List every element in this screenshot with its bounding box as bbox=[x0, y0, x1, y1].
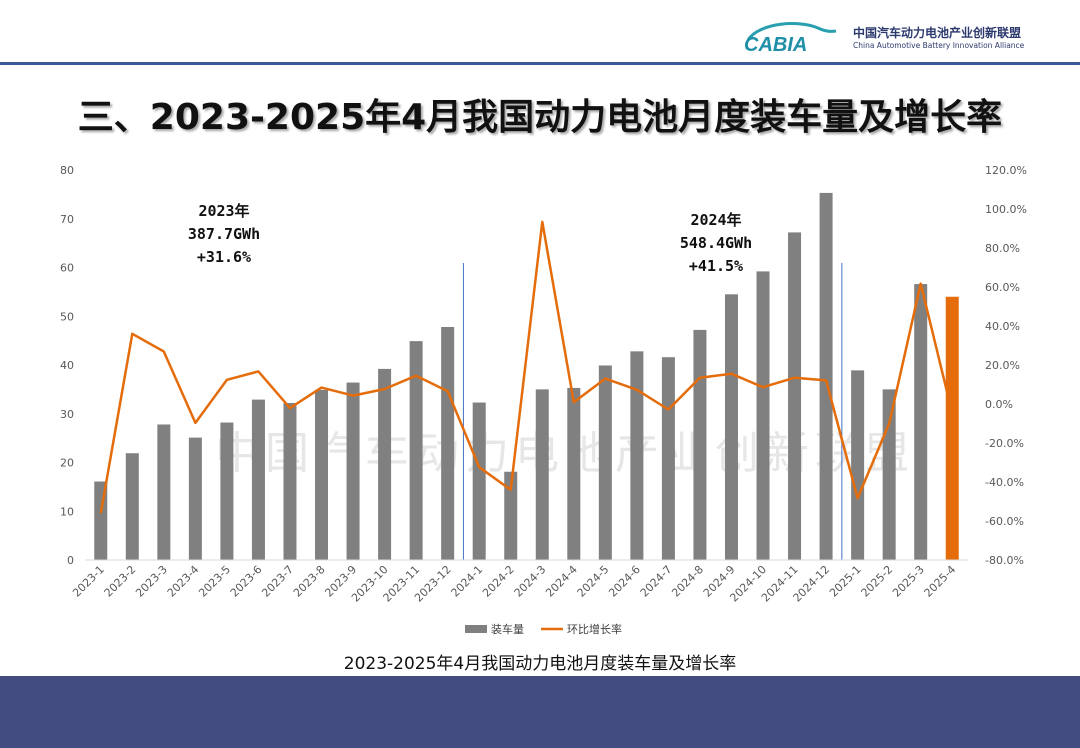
cabia-logo: CABIA bbox=[744, 22, 837, 54]
x-tick-label: 2023-3 bbox=[133, 563, 170, 600]
bar-2023-10 bbox=[378, 368, 392, 560]
bar-2024-7 bbox=[661, 357, 675, 560]
bar-2025-1 bbox=[851, 370, 865, 560]
x-tick-label: 2025-3 bbox=[890, 563, 927, 600]
left-tick-label: 20 bbox=[60, 457, 74, 470]
annotation-line: 548.4GWh bbox=[680, 234, 752, 252]
right-tick-label: 40.0% bbox=[985, 320, 1020, 333]
left-tick-label: 60 bbox=[60, 262, 74, 275]
left-tick-label: 0 bbox=[67, 554, 74, 567]
line-series bbox=[99, 220, 954, 514]
right-axis: -80.0% -60.0% -40.0% -20.0% 0.0% 20.0% 40.0% 60… bbox=[985, 164, 1027, 567]
bar-2023-6 bbox=[251, 399, 265, 560]
chart-caption: 2023-2025年4月我国动力电池月度装车量及增长率 bbox=[343, 654, 737, 674]
x-tick-label: 2023-7 bbox=[259, 563, 296, 600]
left-tick-label: 10 bbox=[60, 505, 74, 518]
bar-2024-8 bbox=[693, 329, 707, 560]
bar-2023-9 bbox=[346, 382, 360, 560]
bar-2023-3 bbox=[157, 424, 171, 560]
annotation-line: +41.5% bbox=[689, 257, 743, 275]
annotation-line: 2024年 bbox=[690, 211, 741, 229]
x-tick-label: 2024-8 bbox=[669, 563, 706, 600]
bar-2024-3 bbox=[535, 389, 549, 560]
bar-2023-4 bbox=[188, 437, 202, 560]
x-tick-label: 2024-7 bbox=[638, 563, 675, 600]
org-name-en: China Automotive Battery Innovation Alli… bbox=[853, 41, 1025, 50]
annotation-line: +31.6% bbox=[197, 248, 251, 266]
left-tick-label: 50 bbox=[60, 310, 74, 323]
x-tick-label: 2023-1 bbox=[70, 563, 107, 600]
logo-text: CABIA bbox=[744, 34, 807, 54]
right-tick-label: -60.0% bbox=[985, 515, 1024, 528]
right-tick-label: 20.0% bbox=[985, 359, 1020, 372]
annotation-line: 2023年 bbox=[198, 202, 249, 220]
bar-2024-5 bbox=[598, 365, 612, 560]
bar-series bbox=[94, 192, 959, 560]
x-tick-label: 2023-2 bbox=[102, 563, 139, 600]
x-tick-label: 2023-6 bbox=[228, 563, 265, 600]
x-tick-label: 2023-4 bbox=[165, 563, 202, 600]
bar-2024-6 bbox=[630, 351, 644, 560]
bar-2025-3 bbox=[914, 284, 928, 560]
bar-2024-1 bbox=[472, 402, 486, 560]
right-tick-label: 0.0% bbox=[985, 398, 1013, 411]
legend-line-label: 环比增长率 bbox=[567, 622, 622, 636]
bar-2023-12 bbox=[441, 326, 455, 560]
right-tick-label: 100.0% bbox=[985, 203, 1027, 216]
left-tick-label: 80 bbox=[60, 164, 74, 177]
legend-bar-label: 装车量 bbox=[491, 622, 524, 636]
x-axis: 2023-12023-22023-32023-42023-52023-62023… bbox=[70, 563, 958, 605]
x-tick-label: 2024-5 bbox=[575, 563, 612, 600]
left-axis: 0 10 20 30 40 50 60 70 80 bbox=[60, 164, 74, 567]
left-tick-label: 70 bbox=[60, 213, 74, 226]
bar-2025-2 bbox=[882, 389, 896, 560]
right-tick-label: -40.0% bbox=[985, 476, 1024, 489]
x-tick-label: 2024-1 bbox=[449, 563, 486, 600]
x-tick-label: 2024-2 bbox=[480, 563, 517, 600]
legend-bar-swatch bbox=[465, 625, 487, 633]
bar-2024-4 bbox=[567, 387, 581, 560]
slide-title: 三、2023-2025年4月我国动力电池月度装车量及增长率 bbox=[77, 97, 1003, 138]
header-divider bbox=[0, 62, 1080, 65]
year-dividers bbox=[462, 263, 843, 560]
bar-2023-7 bbox=[283, 403, 297, 560]
header-bar: CABIA 中国汽车动力电池产业创新联盟 China Automotive Ba… bbox=[0, 0, 1080, 66]
bar-2024-12 bbox=[819, 192, 833, 560]
bar-2024-10 bbox=[756, 271, 770, 560]
footer-band bbox=[0, 676, 1080, 748]
bar-2023-8 bbox=[315, 389, 329, 560]
left-tick-label: 30 bbox=[60, 408, 74, 421]
bar-2023-5 bbox=[220, 422, 234, 560]
bar-2024-9 bbox=[724, 294, 738, 560]
right-tick-label: -80.0% bbox=[985, 554, 1024, 567]
right-tick-label: 60.0% bbox=[985, 281, 1020, 294]
left-tick-label: 40 bbox=[60, 359, 74, 372]
org-name-cn: 中国汽车动力电池产业创新联盟 bbox=[853, 26, 1022, 40]
x-tick-label: 2025-1 bbox=[827, 563, 864, 600]
annotations: 2023年 387.7GWh +31.6% 2024年 548.4GWh +41.5% bbox=[188, 202, 752, 275]
bar-2024-2 bbox=[504, 471, 518, 560]
x-tick-label: 2025-2 bbox=[859, 563, 896, 600]
x-tick-label: 2024-4 bbox=[543, 563, 580, 600]
x-tick-label: 2024-3 bbox=[512, 563, 549, 600]
bar-2024-11 bbox=[788, 232, 802, 560]
x-tick-label: 2023-8 bbox=[291, 563, 328, 600]
x-tick-label: 2025-4 bbox=[922, 563, 959, 600]
right-tick-label: 80.0% bbox=[985, 242, 1020, 255]
legend: 装车量 环比增长率 bbox=[465, 622, 622, 636]
x-tick-label: 2023-5 bbox=[196, 563, 233, 600]
x-tick-label: 2024-6 bbox=[606, 563, 643, 600]
bar-2025-4 bbox=[945, 296, 959, 560]
right-tick-label: -20.0% bbox=[985, 437, 1024, 450]
bar-2023-11 bbox=[409, 341, 423, 560]
bar-2023-2 bbox=[125, 453, 139, 560]
growth-line bbox=[99, 220, 954, 514]
right-tick-label: 120.0% bbox=[985, 164, 1027, 177]
annotation-line: 387.7GWh bbox=[188, 225, 260, 243]
